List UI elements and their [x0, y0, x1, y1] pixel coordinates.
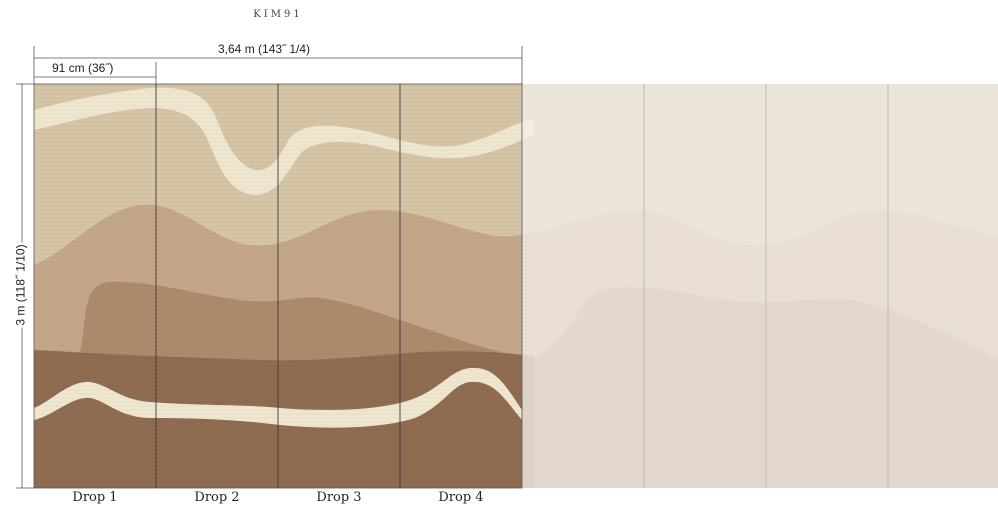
- drop-label-4: Drop 4: [438, 490, 484, 505]
- total-width-label: 3,64 m (143˝ 1/4): [216, 42, 313, 56]
- faded-repeat-area: [522, 84, 998, 488]
- drop-width-label: 91 cm (36˝): [50, 61, 116, 75]
- height-label: 3 m (118˝ 1/10): [13, 242, 28, 328]
- drop-label-2: Drop 2: [194, 490, 240, 505]
- drop-label-1: Drop 1: [72, 490, 118, 505]
- product-code: KIM91: [253, 9, 303, 20]
- main-panel-border: [33, 83, 523, 489]
- drop-seams: [155, 84, 889, 488]
- drop-label-3: Drop 3: [316, 490, 362, 505]
- drop-labels: Drop 1 Drop 2 Drop 3 Drop 4: [34, 490, 522, 505]
